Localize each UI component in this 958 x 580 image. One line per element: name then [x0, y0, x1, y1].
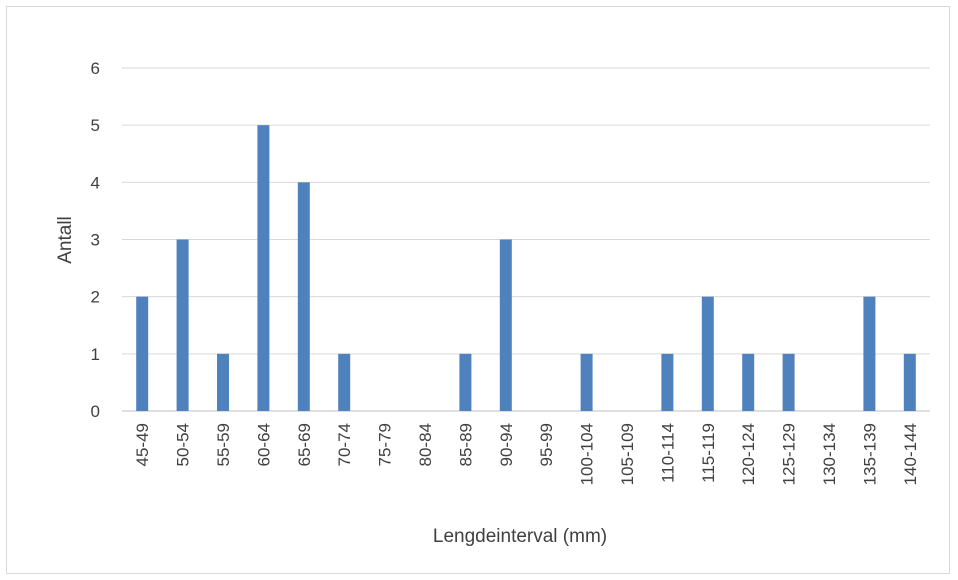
x-tick-label: 95-99: [537, 423, 556, 466]
x-tick-label: 115-119: [699, 423, 718, 483]
y-tick-label: 5: [91, 116, 100, 135]
bar: [136, 296, 149, 411]
y-tick-label: 6: [91, 59, 100, 78]
bar: [176, 239, 189, 411]
y-tick-label: 0: [91, 402, 100, 421]
x-tick-label: 65-69: [295, 423, 314, 466]
y-tick-label: 2: [91, 288, 100, 307]
bar: [297, 182, 310, 411]
x-tick-label: 45-49: [133, 423, 152, 466]
y-tick-label: 1: [91, 345, 100, 364]
bar: [742, 353, 755, 411]
y-tick-label: 3: [91, 231, 100, 250]
x-tick-label: 100-104: [578, 423, 597, 485]
x-tick-label: 135-139: [860, 423, 879, 485]
x-tick-label: 125-129: [780, 423, 799, 485]
x-tick-label: 50-54: [174, 423, 193, 466]
bars: [136, 125, 916, 412]
x-tick-label: 60-64: [254, 423, 273, 466]
bar: [863, 296, 876, 411]
bar: [217, 353, 229, 411]
chart-frame: [6, 6, 950, 574]
x-tick-label: 75-79: [376, 423, 395, 466]
x-tick-label: 70-74: [335, 423, 354, 466]
bar: [338, 353, 351, 411]
x-tick-labels: 45-49 50-54 55-59 60-64 65-69 70-74 75-79 80-84…: [133, 423, 920, 485]
x-tick-label: 90-94: [497, 423, 516, 466]
y-tick-labels: 0 1 2 3 4 5 6: [91, 59, 100, 421]
x-tick-label: 130-134: [820, 423, 839, 485]
x-tick-label: 110-114: [658, 423, 677, 483]
bar: [257, 125, 270, 412]
bar: [782, 353, 795, 411]
gridlines: [122, 67, 930, 412]
bar: [459, 353, 472, 411]
bar: [903, 353, 916, 411]
bar: [580, 353, 593, 411]
y-axis-title: Antall: [55, 216, 76, 264]
y-tick-label: 4: [91, 173, 100, 192]
bar: [701, 296, 714, 411]
x-tick-label: 55-59: [214, 423, 233, 466]
x-tick-label: 85-89: [456, 423, 475, 466]
x-axis-title: Lengdeinterval (mm): [433, 526, 607, 547]
bar: [661, 353, 674, 411]
bar: [499, 239, 512, 411]
x-tick-label: 120-124: [739, 423, 758, 485]
x-tick-label: 140-144: [901, 423, 920, 485]
x-tick-label: 80-84: [416, 423, 435, 466]
x-tick-label: 105-109: [618, 423, 637, 485]
